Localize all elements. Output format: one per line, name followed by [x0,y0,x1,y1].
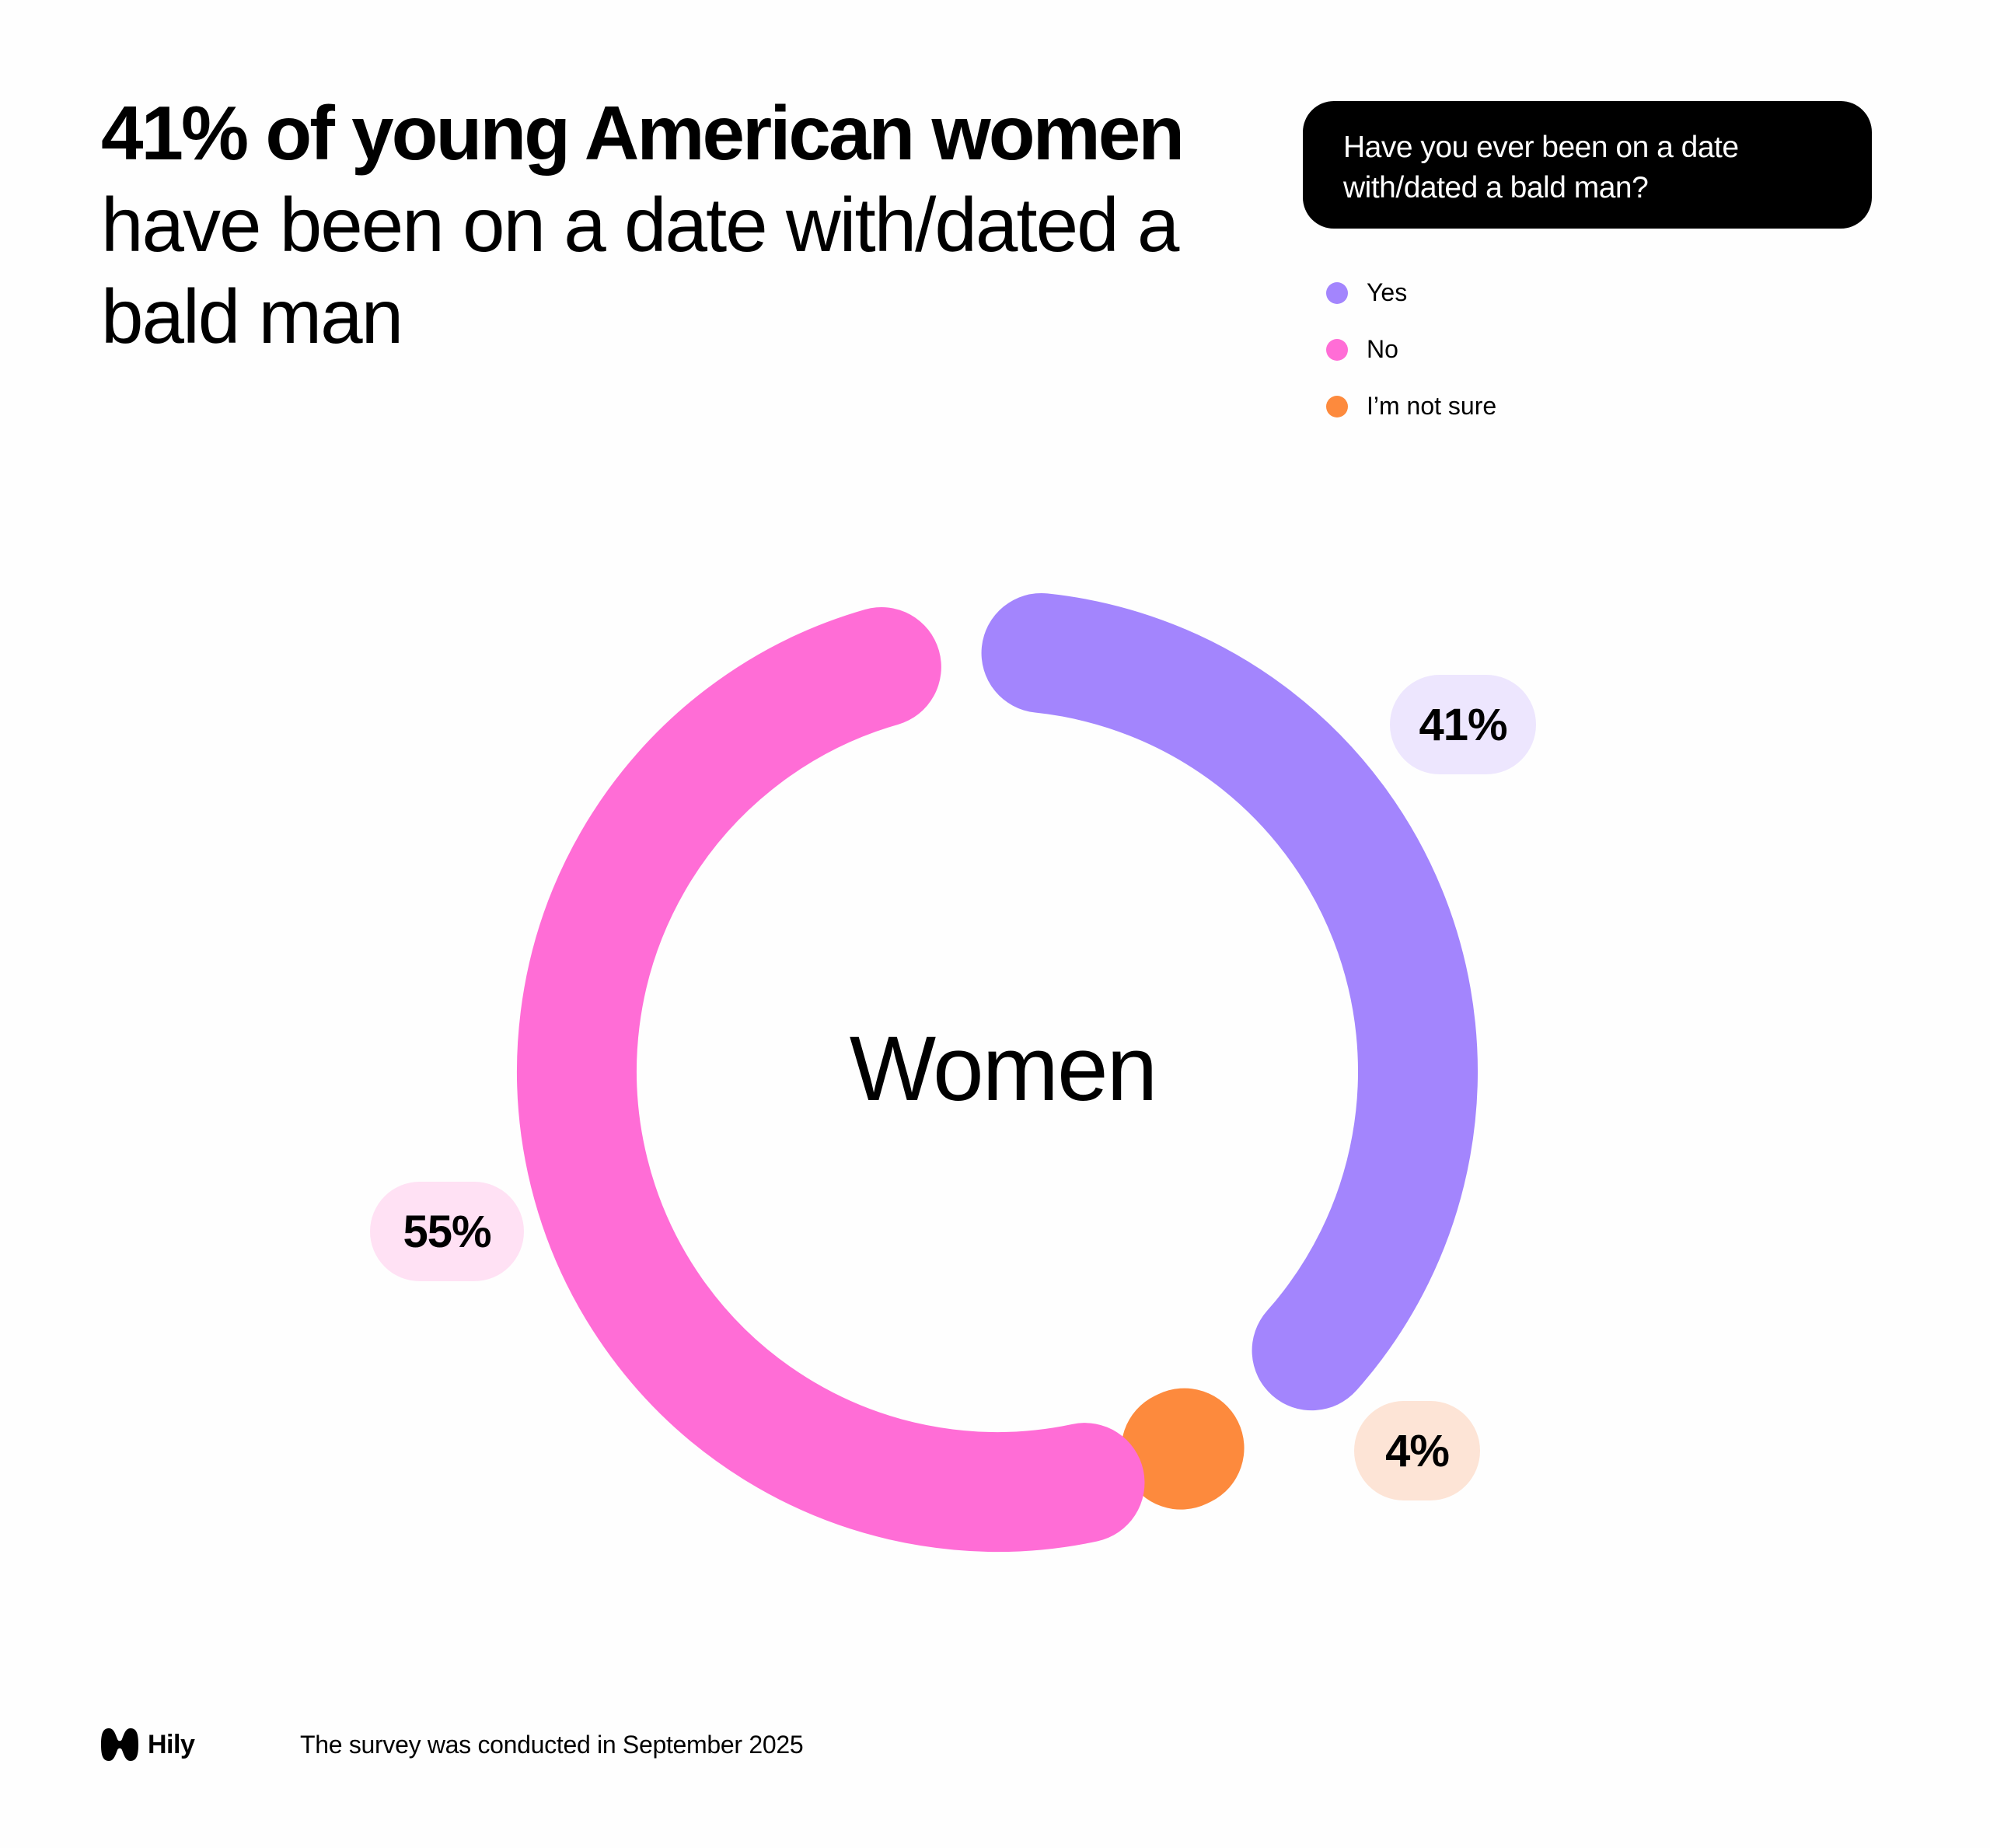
legend-dot-no [1326,338,1348,361]
footer: Hily The survey was conducted in Septemb… [101,1721,804,1768]
donut-center-label: Women [849,1018,1157,1120]
question-box: Have you ever been on a date with/dated … [1303,101,1872,229]
brand: Hily [101,1727,300,1762]
brand-name: Hily [148,1729,195,1759]
pct-label-not-sure: 4% [1354,1401,1480,1500]
title-headline: 41% of young American women [101,90,1185,176]
legend-label-no: No [1367,335,1398,363]
legend-dot-not-sure [1326,395,1348,417]
survey-note: The survey was conducted in September 20… [300,1730,804,1759]
legend-label-not-sure: I’m not sure [1367,392,1497,420]
question-text: Have you ever been on a date with/dated … [1343,131,1739,204]
chart-title: 41% of young American women have been on… [101,87,1267,362]
donut-segment-yes [981,592,1478,1411]
pct-label-yes: 41% [1390,675,1536,774]
legend: Yes No I’m not sure [1326,264,1496,435]
legend-label-yes: Yes [1367,278,1408,306]
legend-item-not-sure: I’m not sure [1326,378,1496,435]
hily-logo-icon [101,1728,138,1761]
legend-item-yes: Yes [1326,264,1496,321]
legend-item-no: No [1326,321,1496,378]
title-subline: have been on a date with/dated a bald ma… [101,182,1179,359]
pct-label-no: 55% [370,1182,524,1281]
legend-dot-yes [1326,281,1348,304]
donut-segment-not-sure [1121,1388,1245,1510]
donut-segment-no [516,606,1145,1552]
